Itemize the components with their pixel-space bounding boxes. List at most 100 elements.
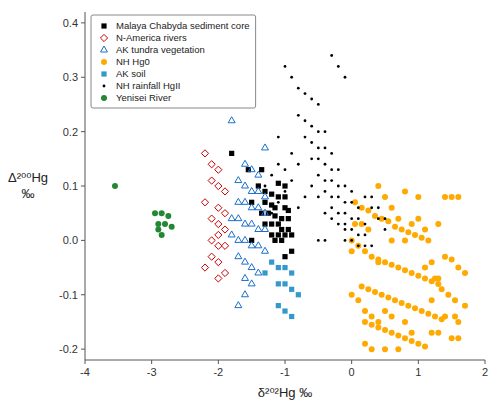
x-tick: [485, 360, 486, 364]
point: [344, 223, 347, 226]
point: [362, 341, 368, 347]
legend-label: NH Hg0: [116, 56, 150, 67]
point: [392, 297, 398, 303]
point: [442, 194, 448, 200]
point: [317, 195, 320, 198]
point: [429, 297, 435, 303]
legend-label: AK tundra vegetation: [116, 44, 205, 55]
point: [272, 238, 277, 243]
point: [290, 76, 293, 79]
point: [389, 314, 395, 320]
legend: Malaya Chabyda sediment coreN-America ri…: [91, 15, 256, 108]
point: [362, 319, 368, 325]
point: [364, 223, 367, 226]
x-tick: [85, 360, 86, 364]
point: [429, 259, 435, 265]
point: [355, 243, 361, 249]
point: [435, 275, 441, 281]
point: [248, 242, 255, 248]
point: [317, 130, 320, 133]
point: [282, 183, 287, 188]
series: [229, 151, 294, 260]
point: [215, 204, 222, 211]
x-tick-label: 0: [349, 366, 355, 378]
point: [269, 192, 274, 197]
y-axis-label-line: Δ²⁰⁰Hg: [8, 170, 48, 185]
point: [289, 270, 294, 275]
point: [365, 286, 371, 292]
point: [270, 174, 273, 177]
y-tick-label: 0.4: [63, 17, 78, 29]
point: [286, 227, 291, 232]
point: [372, 289, 378, 295]
point: [442, 254, 448, 260]
point: [337, 168, 340, 171]
point: [389, 205, 395, 211]
point: [304, 119, 307, 122]
point: [324, 179, 327, 182]
series: [112, 183, 175, 238]
legend-swatch: [100, 34, 107, 41]
point: [284, 168, 287, 171]
point: [229, 151, 234, 156]
point: [215, 182, 222, 189]
point: [352, 221, 358, 227]
point: [276, 265, 281, 270]
point: [297, 114, 300, 117]
point: [289, 314, 294, 319]
point: [235, 215, 242, 221]
point: [242, 198, 249, 204]
point: [355, 297, 361, 303]
point: [402, 188, 408, 194]
point: [248, 204, 255, 210]
y-tick: [81, 349, 85, 350]
point: [262, 209, 269, 215]
point: [344, 228, 347, 231]
point: [330, 217, 333, 220]
point: [415, 341, 421, 347]
point: [344, 76, 347, 79]
point: [375, 324, 381, 330]
point: [208, 253, 215, 260]
point: [369, 346, 375, 352]
point: [215, 220, 222, 227]
point: [369, 322, 375, 328]
point: [384, 228, 387, 231]
point: [228, 117, 235, 123]
point: [276, 281, 281, 286]
point: [344, 212, 347, 215]
point: [310, 157, 313, 160]
point: [269, 221, 274, 226]
point: [419, 308, 425, 314]
point: [277, 163, 280, 166]
y-tick: [81, 131, 85, 132]
x-tick-label: -3: [147, 366, 157, 378]
point: [382, 194, 388, 200]
point: [337, 212, 340, 215]
point: [344, 201, 347, 204]
point: [201, 150, 208, 157]
point: [242, 182, 249, 188]
point: [409, 338, 415, 344]
point: [270, 212, 273, 215]
x-tick: [151, 360, 152, 364]
point: [289, 232, 294, 237]
legend-swatch: [101, 23, 106, 28]
point: [370, 195, 373, 198]
point: [262, 247, 269, 253]
point: [455, 265, 461, 271]
point: [228, 231, 235, 237]
point: [382, 327, 388, 333]
point: [248, 187, 255, 193]
point: [375, 183, 381, 189]
point: [415, 216, 421, 222]
point: [297, 163, 300, 166]
y-tick-label: 0.1: [63, 180, 78, 192]
point: [412, 305, 418, 311]
point: [330, 152, 333, 155]
point: [399, 227, 405, 233]
point: [330, 195, 333, 198]
point: [435, 281, 441, 287]
point: [337, 65, 340, 68]
point: [276, 181, 281, 186]
